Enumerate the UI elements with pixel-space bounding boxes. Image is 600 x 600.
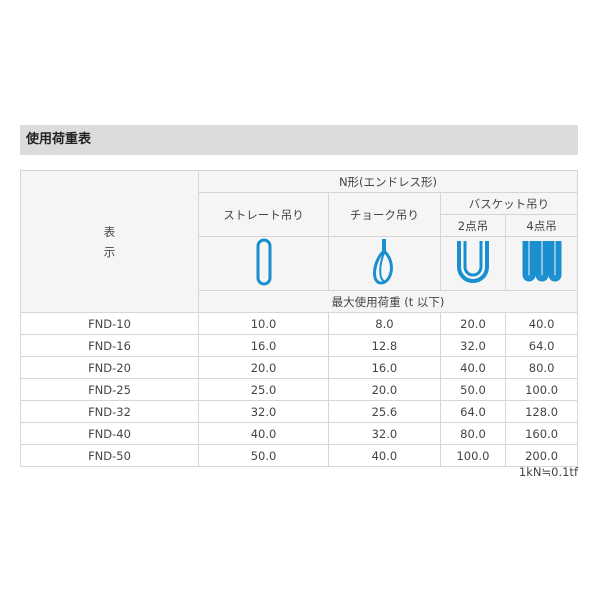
- load-cell: 16.0: [328, 356, 441, 379]
- table-row: FND-20 20.0 16.0 40.0 80.0: [20, 356, 578, 379]
- load-cell: 160.0: [505, 422, 578, 445]
- load-cell: 32.0: [197, 400, 330, 423]
- load-cell: 8.0: [328, 312, 441, 335]
- table-row: FND-50 50.0 40.0 100.0 200.0: [20, 444, 578, 467]
- load-cell: 40.0: [328, 444, 441, 467]
- sling-straight-icon: [197, 236, 330, 291]
- load-cell: 20.0: [197, 356, 330, 379]
- load-cell: 32.0: [439, 334, 507, 357]
- model-cell: FND-10: [20, 312, 199, 335]
- two-point-header: 2点吊: [439, 214, 507, 237]
- load-cell: 64.0: [439, 400, 507, 423]
- label-char: 表: [103, 224, 116, 239]
- load-table: 表示 N形(エンドレス形) ストレート吊り チョーク吊り バスケット吊り 2点吊…: [20, 170, 579, 467]
- load-cell: 64.0: [505, 334, 578, 357]
- choke-header: チョーク吊り: [328, 192, 441, 237]
- sling-choke-icon: [328, 236, 441, 291]
- load-cell: 50.0: [197, 444, 330, 467]
- section-title: 使用荷重表: [20, 125, 578, 155]
- table-row: FND-32 32.0 25.6 64.0 128.0: [20, 400, 578, 423]
- model-cell: FND-25: [20, 378, 199, 401]
- basket-header: バスケット吊り: [439, 192, 579, 215]
- load-cell: 25.6: [328, 400, 441, 423]
- model-cell: FND-20: [20, 356, 199, 379]
- unit-header: 最大使用荷重 (t 以下): [198, 290, 578, 313]
- model-cell: FND-32: [20, 400, 199, 423]
- model-cell: FND-40: [20, 422, 199, 445]
- sling-basket-2-icon: [439, 236, 507, 291]
- load-cell: 32.0: [328, 422, 441, 445]
- sling-basket-4-icon: [505, 236, 578, 291]
- label-char: 示: [103, 244, 116, 259]
- four-point-header: 4点吊: [505, 214, 578, 237]
- straight-header: ストレート吊り: [197, 192, 330, 237]
- load-cell: 80.0: [439, 422, 507, 445]
- load-cell: 10.0: [197, 312, 330, 335]
- load-cell: 40.0: [505, 312, 578, 335]
- table-row: FND-10 10.0 8.0 20.0 40.0: [20, 312, 578, 335]
- load-cell: 128.0: [505, 400, 578, 423]
- type-header: N形(エンドレス形): [198, 170, 578, 193]
- load-cell: 20.0: [328, 378, 441, 401]
- table-row: FND-16 16.0 12.8 32.0 64.0: [20, 334, 578, 357]
- table-row: FND-40 40.0 32.0 80.0 160.0: [20, 422, 578, 445]
- table-row: FND-25 25.0 20.0 50.0 100.0: [20, 378, 578, 401]
- load-cell: 100.0: [505, 378, 578, 401]
- label-header: 表示: [20, 170, 199, 313]
- model-cell: FND-16: [20, 334, 199, 357]
- load-cell: 20.0: [439, 312, 507, 335]
- unit-note: 1kN≒0.1tf: [518, 465, 578, 479]
- load-cell: 100.0: [439, 444, 507, 467]
- load-cell: 200.0: [505, 444, 578, 467]
- model-cell: FND-50: [20, 444, 199, 467]
- load-cell: 80.0: [505, 356, 578, 379]
- load-cell: 50.0: [439, 378, 507, 401]
- load-cell: 40.0: [439, 356, 507, 379]
- load-cell: 16.0: [197, 334, 330, 357]
- load-cell: 40.0: [197, 422, 330, 445]
- load-cell: 25.0: [197, 378, 330, 401]
- load-cell: 12.8: [328, 334, 441, 357]
